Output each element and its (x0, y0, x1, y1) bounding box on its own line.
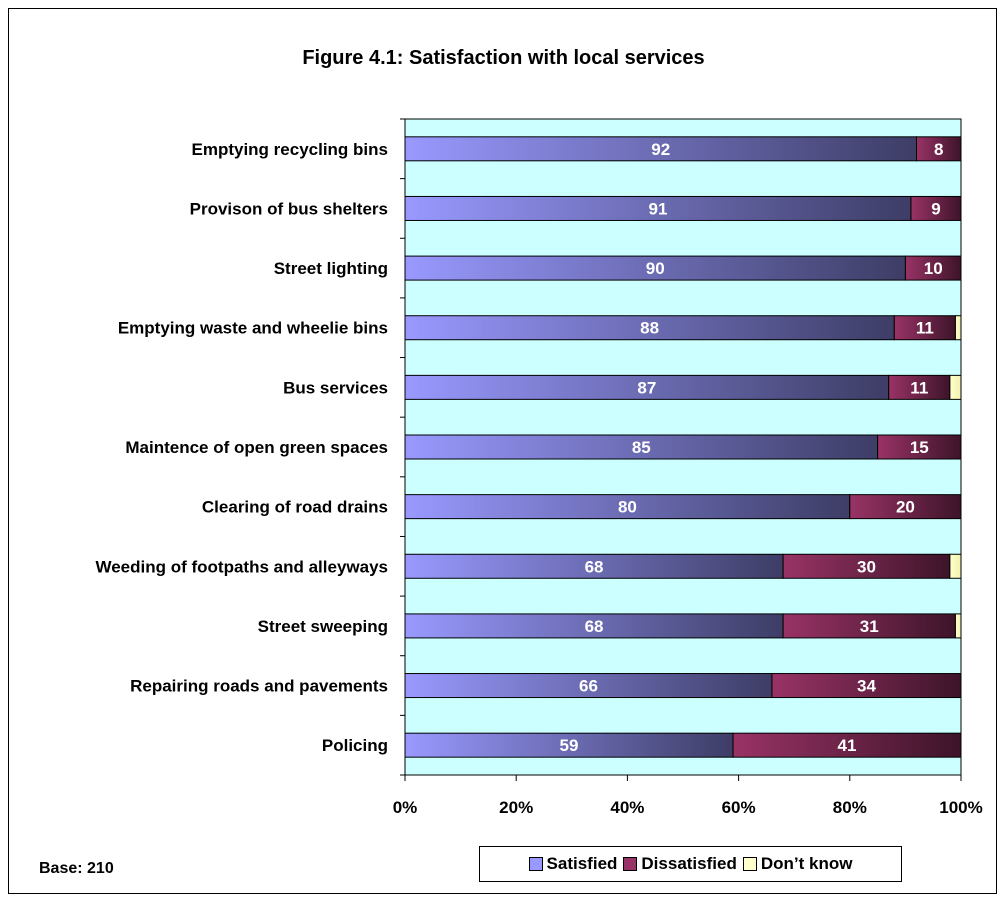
data-label: 88 (640, 319, 659, 338)
data-label: 11 (910, 378, 928, 397)
bar-satisfied (404, 613, 784, 639)
legend-label-dont-know: Don’t know (760, 854, 853, 873)
category-label: Policing (322, 736, 388, 755)
bar-satisfied (404, 315, 895, 341)
legend-swatch-dissatisfied (623, 857, 638, 871)
data-label: 30 (857, 557, 876, 576)
data-label: 31 (860, 617, 879, 636)
bar-dissatisfied (877, 434, 962, 460)
category-label: Weeding of footpaths and alleyways (95, 557, 388, 576)
data-label: 91 (649, 199, 668, 218)
data-label: 59 (560, 736, 579, 755)
category-label: Emptying waste and wheelie bins (118, 319, 388, 338)
bar-dont-know (954, 613, 962, 639)
bar-dissatisfied (732, 732, 962, 758)
bar-dont-know (949, 553, 962, 579)
base-note: Base: 210 (39, 860, 114, 877)
x-tick-label: 0% (393, 798, 418, 817)
data-label: 66 (579, 677, 598, 696)
bar-satisfied (404, 374, 890, 400)
category-label: Provison of bus shelters (190, 199, 388, 218)
data-label: 20 (896, 498, 915, 517)
data-label: 9 (931, 199, 940, 218)
bar-satisfied (404, 494, 851, 520)
data-label: 10 (924, 259, 943, 278)
data-label: 15 (910, 438, 929, 457)
legend-swatch-satisfied (528, 857, 543, 871)
bar-satisfied (404, 434, 879, 460)
data-label: 34 (857, 677, 876, 696)
bar-dissatisfied (910, 195, 962, 221)
category-label: Maintence of open green spaces (125, 438, 388, 457)
data-label: 80 (618, 498, 637, 517)
data-label: 85 (632, 438, 651, 457)
bar-dissatisfied (893, 315, 956, 341)
bar-dissatisfied (849, 494, 962, 520)
x-tick-label: 100% (939, 798, 982, 817)
bar-dont-know (954, 315, 962, 341)
bar-dissatisfied (904, 255, 962, 281)
bar-dissatisfied (888, 374, 951, 400)
bar-dissatisfied (782, 553, 951, 579)
category-label: Emptying recycling bins (192, 140, 389, 159)
x-tick-label: 40% (610, 798, 644, 817)
bar-dissatisfied (916, 136, 962, 162)
legend-item-dont-know: Don’t know (742, 854, 853, 874)
x-tick-label: 60% (722, 798, 756, 817)
data-label: 68 (585, 617, 604, 636)
x-tick-label: 20% (499, 798, 533, 817)
data-label: 68 (585, 557, 604, 576)
legend-item-satisfied: Satisfied (528, 854, 618, 874)
data-label: 41 (838, 736, 857, 755)
category-label: Street lighting (274, 259, 388, 278)
category-label: Repairing roads and pavements (130, 677, 388, 696)
bar-satisfied (404, 195, 912, 221)
bar-dont-know (949, 374, 962, 400)
x-tick-label: 80% (833, 798, 867, 817)
data-label: 11 (916, 319, 934, 338)
legend: Satisfied Dissatisfied Don’t know (479, 846, 902, 882)
category-label: Clearing of road drains (202, 498, 388, 517)
bar-dissatisfied (771, 673, 962, 699)
category-label: Bus services (283, 378, 388, 397)
legend-label-dissatisfied: Dissatisfied (641, 854, 737, 873)
data-label: 92 (651, 140, 670, 159)
data-label: 90 (646, 259, 665, 278)
legend-label-satisfied: Satisfied (546, 854, 618, 873)
legend-swatch-dont-know (742, 857, 757, 871)
legend-item-dissatisfied: Dissatisfied (623, 854, 737, 874)
data-label: 8 (934, 140, 943, 159)
chart-title: Figure 4.1: Satisfaction with local serv… (302, 47, 705, 69)
category-label: Street sweeping (258, 617, 388, 636)
bar-satisfied (404, 255, 906, 281)
data-label: 87 (637, 378, 656, 397)
